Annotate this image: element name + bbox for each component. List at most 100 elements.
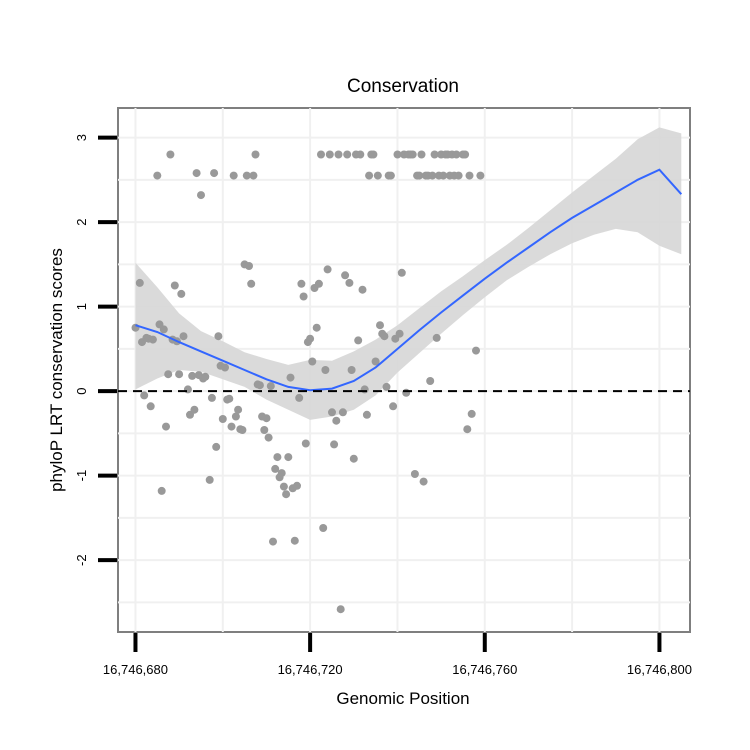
data-point: [439, 171, 448, 180]
grid: [118, 108, 690, 632]
data-point: [334, 150, 343, 159]
data-point: [159, 325, 168, 334]
data-point: [338, 408, 347, 417]
data-point: [349, 454, 358, 463]
data-point: [197, 191, 205, 200]
data-point: [279, 482, 288, 491]
x-axis: 16,746,680 16,746,720 16,746,760 16,746,800: [103, 633, 692, 677]
data-point: [175, 370, 184, 379]
data-point: [205, 475, 214, 484]
chart-title: Conservation: [347, 76, 459, 97]
data-point: [371, 357, 380, 366]
data-point: [325, 150, 334, 159]
data-point: [295, 393, 304, 402]
data-point: [345, 278, 354, 287]
data-point: [170, 281, 179, 290]
data-point: [430, 150, 439, 159]
smooth-layer: [135, 168, 683, 392]
data-point: [419, 477, 428, 486]
data-point: [393, 150, 402, 159]
data-point: [192, 169, 201, 178]
data-point: [164, 370, 173, 379]
data-point: [382, 382, 391, 391]
data-point: [314, 279, 323, 288]
data-point: [245, 262, 253, 270]
data-point: [317, 150, 325, 159]
data-point: [183, 385, 192, 394]
data-point: [221, 363, 229, 372]
data-point: [293, 481, 301, 490]
data-point: [266, 382, 275, 391]
x-axis-label: Genomic Position: [336, 689, 469, 708]
data-point: [476, 171, 485, 180]
data-point: [360, 385, 369, 394]
data-point: [395, 329, 404, 338]
data-point: [330, 440, 339, 449]
x-tick-label: 16,746,680: [103, 662, 168, 677]
data-point: [356, 150, 365, 159]
data-point: [282, 490, 291, 499]
data-point: [410, 470, 419, 478]
data-point: [229, 171, 238, 180]
data-point: [212, 442, 221, 451]
data-point: [336, 605, 345, 614]
data-point: [299, 292, 308, 301]
data-point: [319, 524, 328, 532]
data-point: [343, 150, 352, 159]
data-point: [201, 372, 210, 381]
data-point: [472, 346, 480, 355]
data-point: [332, 416, 341, 425]
data-point: [426, 377, 435, 385]
data-point: [271, 464, 280, 473]
data-point: [162, 422, 170, 431]
data-point: [415, 171, 424, 180]
data-point: [249, 171, 258, 180]
data-point: [402, 388, 411, 397]
data-point: [231, 412, 240, 421]
data-point: [306, 334, 315, 343]
data-point: [218, 415, 227, 423]
data-point: [214, 332, 223, 341]
data-point: [227, 422, 236, 431]
y-tick-label: -2: [74, 554, 89, 566]
x-tick-label: 16,746,720: [278, 662, 343, 677]
x-tick-label: 16,746,800: [627, 662, 692, 677]
data-point: [210, 169, 219, 178]
data-point: [408, 150, 417, 159]
data-point: [234, 405, 243, 414]
data-point: [179, 332, 188, 341]
data-point: [177, 289, 186, 298]
data-point: [341, 271, 350, 280]
data-point: [146, 402, 155, 411]
data-point: [166, 150, 175, 159]
data-point: [190, 405, 199, 414]
data-point: [454, 171, 463, 180]
data-point: [465, 171, 474, 180]
data-point: [148, 335, 157, 344]
data-point: [323, 265, 332, 274]
data-point: [463, 425, 472, 434]
data-point: [277, 469, 286, 478]
ribbon-layer: [135, 127, 682, 420]
data-point: [365, 171, 374, 180]
data-point: [260, 426, 269, 434]
data-point: [328, 408, 336, 417]
data-point: [135, 278, 144, 287]
data-point: [376, 321, 384, 330]
data-point: [389, 402, 398, 411]
data-point: [140, 391, 149, 400]
data-point: [284, 453, 293, 462]
data-point: [301, 439, 310, 448]
confidence-ribbon: [135, 127, 682, 420]
data-point: [188, 371, 197, 380]
data-point: [157, 486, 166, 495]
data-point: [358, 285, 367, 294]
data-point: [273, 453, 282, 462]
data-point: [397, 268, 406, 277]
data-point: [207, 393, 216, 402]
y-tick-label: 3: [74, 134, 89, 141]
data-point: [269, 537, 277, 546]
data-point: [297, 279, 306, 288]
data-point: [131, 323, 140, 332]
